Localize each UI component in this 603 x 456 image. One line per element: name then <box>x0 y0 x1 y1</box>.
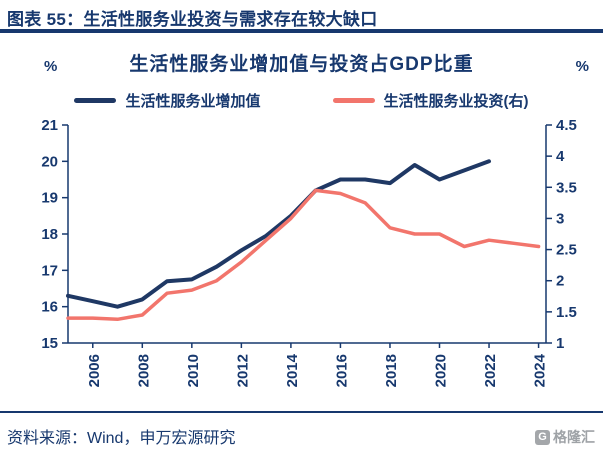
svg-text:16: 16 <box>41 299 58 316</box>
svg-text:21: 21 <box>41 117 58 134</box>
svg-text:2018: 2018 <box>383 354 400 387</box>
legend-item-investment: 生活性服务业投资(右) <box>332 90 529 111</box>
svg-text:2.5: 2.5 <box>556 242 577 259</box>
legend-swatch-1 <box>332 98 375 103</box>
svg-text:2012: 2012 <box>234 354 251 387</box>
gelonghui-logo: G 格隆汇 <box>535 427 595 447</box>
svg-text:4.5: 4.5 <box>556 117 577 134</box>
svg-text:2016: 2016 <box>333 354 350 387</box>
svg-text:2014: 2014 <box>284 353 301 387</box>
left-axis-unit: % <box>44 58 58 75</box>
svg-text:1.5: 1.5 <box>556 304 577 321</box>
svg-text:2020: 2020 <box>433 354 450 387</box>
legend-label-1: 生活性服务业投资(右) <box>383 93 529 110</box>
gelonghui-logo-icon: G <box>535 429 550 445</box>
svg-text:2024: 2024 <box>532 353 549 387</box>
figure-title: 图表 55：生活性服务业投资与需求存在较大缺口 <box>7 10 378 29</box>
legend: 生活性服务业增加值 生活性服务业投资(右) <box>0 90 603 111</box>
svg-text:2022: 2022 <box>482 354 499 387</box>
svg-text:18: 18 <box>41 226 58 243</box>
legend-label-0: 生活性服务业增加值 <box>125 93 261 110</box>
source-note: 资料来源：Wind，申万宏源研究 <box>7 430 236 447</box>
svg-text:17: 17 <box>41 262 58 279</box>
line-chart-plot: 15 16 17 18 19 20 21 1 1.5 2 2.5 3 3.5 4 4.5 2006 2008 20… <box>41 117 577 387</box>
svg-text:2006: 2006 <box>86 354 103 387</box>
svg-text:3: 3 <box>556 210 564 227</box>
svg-text:19: 19 <box>41 190 58 207</box>
header-divider <box>0 29 603 33</box>
svg-text:2008: 2008 <box>135 354 152 387</box>
svg-text:4: 4 <box>556 148 565 165</box>
chart-title: 生活性服务业增加值与投资占GDP比重 <box>129 54 474 75</box>
right-axis-unit: % <box>575 58 589 75</box>
svg-text:2: 2 <box>556 273 564 290</box>
svg-text:3.5: 3.5 <box>556 179 577 196</box>
svg-text:15: 15 <box>41 335 58 352</box>
svg-text:1: 1 <box>556 335 564 352</box>
footer-divider <box>0 411 603 413</box>
svg-text:2010: 2010 <box>185 354 202 387</box>
legend-item-value-added: 生活性服务业增加值 <box>74 90 261 111</box>
gelonghui-logo-text: 格隆汇 <box>553 429 595 445</box>
svg-text:20: 20 <box>41 153 58 170</box>
legend-swatch-0 <box>74 98 117 103</box>
